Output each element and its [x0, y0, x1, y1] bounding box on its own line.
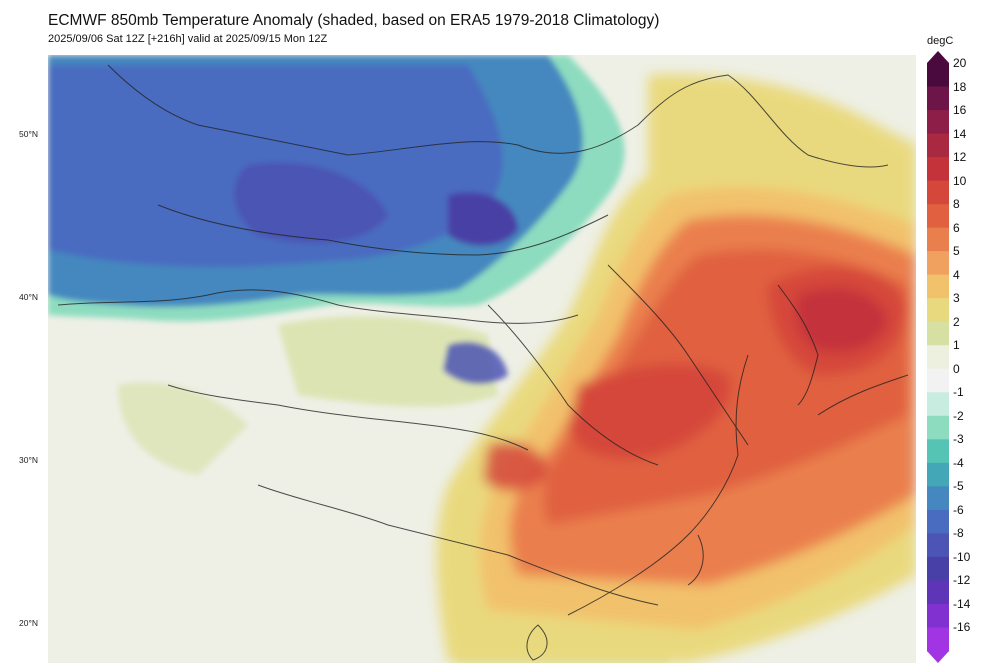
colorbar: [927, 51, 949, 663]
border-mongolia-south: [157, 204, 609, 256]
colorbar-tick-label: -8: [953, 526, 964, 541]
colorbar-band: [927, 157, 949, 182]
colorbar-band: [927, 133, 949, 158]
colorbar-band: [927, 298, 949, 323]
coastline-korea: [777, 284, 819, 406]
colorbar-tick-label: 6: [953, 220, 960, 235]
colorbar-band: [927, 227, 949, 252]
colorbar-band: [927, 627, 949, 652]
colorbar-band: [927, 439, 949, 464]
colorbar-tick-label: 3: [953, 291, 960, 306]
colorbar-band: [927, 556, 949, 581]
boundary-lines: [57, 64, 909, 661]
colorbar-band: [927, 392, 949, 417]
border-central: [487, 304, 659, 466]
colorbar-unit-label: degC: [927, 35, 954, 47]
colorbar-band: [927, 509, 949, 534]
border-plateau: [167, 384, 529, 451]
colorbar-tick-label: 18: [953, 79, 967, 94]
colorbar-band: [927, 462, 949, 487]
coastline-taiwan: [687, 534, 704, 586]
colorbar-band: [927, 86, 949, 111]
colorbar-tick-label: -2: [953, 408, 964, 423]
colorbar-extend-top: [927, 51, 949, 63]
colorbar-tick-label: 10: [953, 173, 967, 188]
colorbar-band: [927, 251, 949, 276]
colorbar-band: [927, 486, 949, 511]
colorbar-tick-label: -3: [953, 432, 964, 447]
colorbar-tick-label: -5: [953, 479, 964, 494]
map-subtitle: 2025/09/06 Sat 12Z [+216h] valid at 2025…: [48, 33, 328, 45]
colorbar-tick-label: 2: [953, 314, 960, 329]
lat-label-50n: 50°N: [19, 129, 38, 139]
anomaly-map-svg: [48, 55, 916, 663]
colorbar-tick-label: 12: [953, 150, 967, 165]
colorbar-tick-label: -12: [953, 573, 971, 588]
anomaly-band-minus10: [448, 192, 518, 246]
anomaly-band-minus8-east: [443, 341, 508, 385]
border-east-provinces: [607, 264, 749, 446]
border-south: [257, 484, 659, 606]
colorbar-band: [927, 368, 949, 393]
colorbar-band: [927, 533, 949, 558]
anomaly-band-plus12: [796, 288, 888, 352]
colorbar-band: [927, 274, 949, 299]
colorbar-band: [927, 204, 949, 229]
anomaly-band-plus2-west: [118, 382, 248, 475]
border-northern: [107, 64, 889, 168]
colorbar-tick-label: -6: [953, 502, 964, 517]
coastline-china: [567, 354, 749, 616]
colorbar-tick-label: 1: [953, 338, 960, 353]
colorbar-band: [927, 580, 949, 605]
coastline-hainan: [526, 624, 548, 661]
colorbar-band: [927, 603, 949, 628]
colorbar-band: [927, 321, 949, 346]
border-provinces-north: [57, 289, 579, 324]
colorbar-extend-bottom: [927, 651, 949, 663]
lat-label-30n: 30°N: [19, 455, 38, 465]
anomaly-band-plus2-plateau: [278, 316, 498, 407]
colorbar-tick-label: 0: [953, 361, 960, 376]
colorbar-tick-label: 5: [953, 244, 960, 259]
coastline-japan: [817, 374, 909, 416]
map-title: ECMWF 850mb Temperature Anomaly (shaded,…: [48, 12, 660, 29]
colorbar-tick-label: -4: [953, 455, 964, 470]
anomaly-band-minus8-center: [234, 162, 388, 244]
anomaly-map: [48, 55, 916, 663]
colorbar-tick-label: -10: [953, 549, 971, 564]
colorbar-tick-label: 20: [953, 56, 967, 70]
colorbar-tick-label: 4: [953, 267, 960, 282]
colorbar-tick-label: 8: [953, 197, 960, 212]
colorbar-tick-label: 16: [953, 103, 967, 118]
colorbar-band: [927, 63, 949, 88]
lat-label-20n: 20°N: [19, 618, 38, 628]
anomaly-band-plus10-inland: [568, 364, 730, 459]
colorbar-band: [927, 110, 949, 135]
colorbar-tick-label: -1: [953, 385, 964, 400]
lat-label-40n: 40°N: [19, 292, 38, 302]
colorbar-tick-label: 14: [953, 126, 967, 141]
anomaly-band-plus10-sichuan: [483, 441, 548, 491]
colorbar-tick-label: -14: [953, 596, 971, 611]
colorbar-svg: [927, 51, 949, 663]
colorbar-tick-label: -16: [953, 620, 971, 635]
colorbar-band: [927, 345, 949, 370]
colorbar-band: [927, 180, 949, 205]
colorbar-band: [927, 415, 949, 440]
